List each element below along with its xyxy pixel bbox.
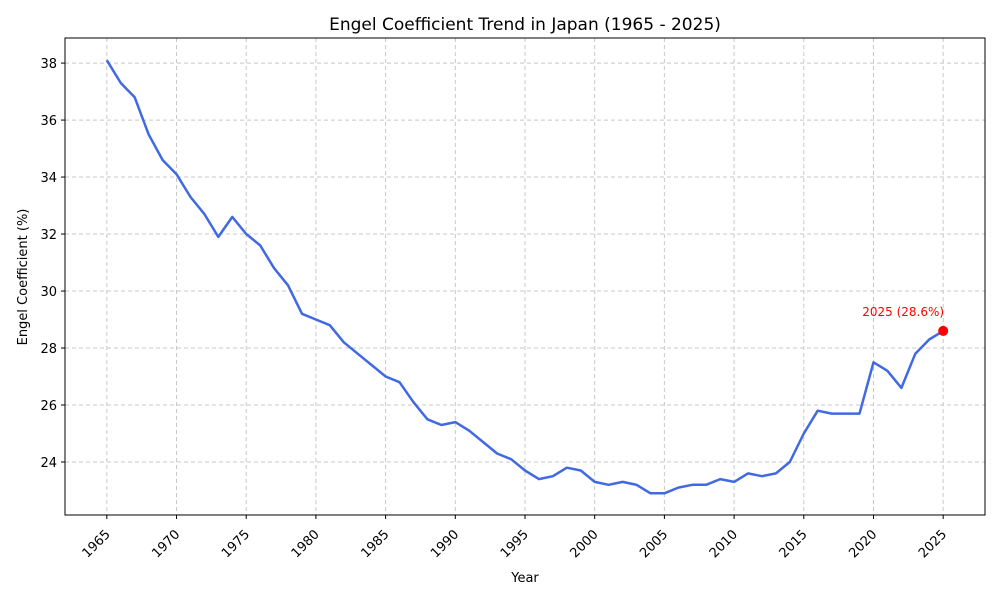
x-tick-label: 2015 (777, 527, 811, 561)
y-tick-label: 32 (40, 228, 57, 243)
x-tick-label: 2025 (916, 527, 950, 561)
chart-title: Engel Coefficient Trend in Japan (1965 -… (329, 15, 721, 35)
x-tick-label: 1970 (149, 527, 183, 561)
x-tick-label: 2020 (846, 527, 880, 561)
y-tick-label: 30 (40, 285, 57, 300)
highlight-label: 2025 (28.6%) (862, 305, 944, 319)
x-tick-label: 2010 (707, 527, 741, 561)
y-tick-label: 34 (40, 171, 57, 186)
y-tick-label: 36 (40, 114, 57, 129)
x-tick-label: 1980 (289, 527, 323, 561)
x-tick-label: 2000 (568, 527, 602, 561)
series-line (105, 59, 944, 495)
y-axis: 24 26 28 30 32 34 36 38 (40, 57, 65, 471)
highlight-point (938, 325, 949, 336)
x-axis: 1965 1970 1975 1980 1985 1990 1995 2000 2005 2010… (80, 515, 950, 561)
x-tick-label: 1990 (428, 527, 462, 561)
y-tick-label: 28 (40, 342, 57, 357)
y-axis-label: Engel Coefficient (%) (16, 209, 31, 346)
x-axis-label: Year (510, 571, 539, 586)
y-tick-label: 38 (40, 57, 57, 72)
y-tick-label: 26 (40, 399, 57, 414)
x-tick-label: 1985 (358, 527, 392, 561)
grid (65, 38, 985, 515)
x-tick-label: 1975 (219, 527, 253, 561)
y-tick-label: 24 (40, 456, 57, 471)
x-tick-label: 2005 (637, 527, 671, 561)
x-tick-label: 1965 (80, 527, 114, 561)
x-tick-label: 1995 (498, 527, 532, 561)
